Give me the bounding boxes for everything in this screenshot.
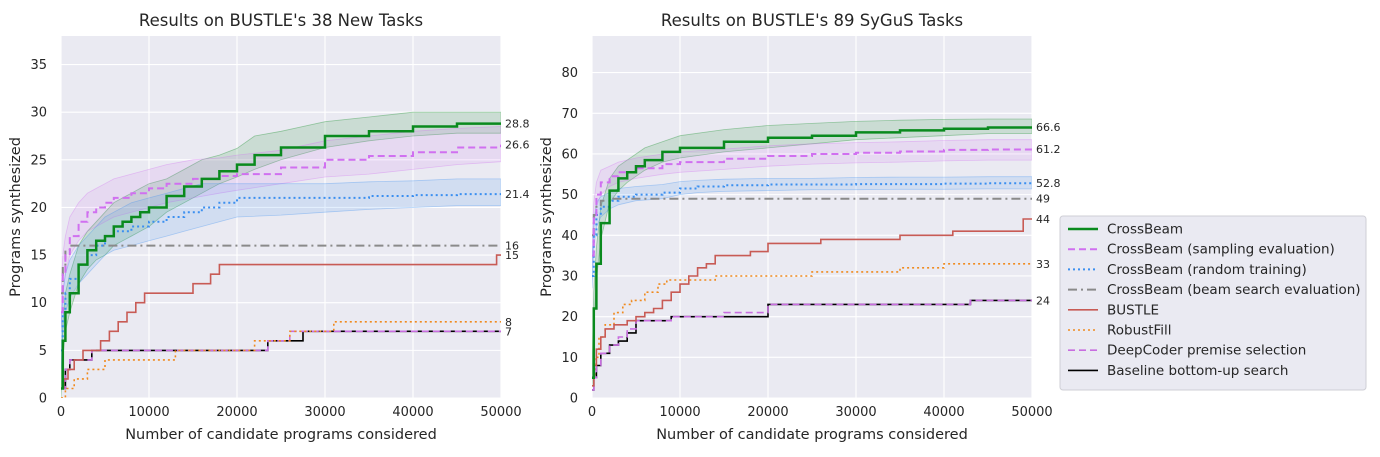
x-tick-label: 0: [588, 405, 596, 420]
x-tick-label: 40000: [392, 405, 433, 420]
y-tick-label: 0: [570, 392, 578, 407]
end-value-label: 61.2: [1036, 143, 1061, 156]
series-line: [61, 122, 501, 390]
legend-label: BUSTLE: [1107, 302, 1159, 318]
end-value-label: 7: [505, 325, 512, 338]
confidence-band: [61, 111, 501, 398]
series-line: [61, 144, 501, 314]
x-tick-label: 30000: [304, 405, 345, 420]
legend-box: [1059, 215, 1367, 391]
end-value-label: 28.8: [505, 118, 530, 131]
x-tick-label: 50000: [480, 405, 521, 420]
y-tick-label: 10: [561, 351, 578, 366]
legend-label: RobustFill: [1107, 323, 1172, 339]
y-tick-label: 70: [561, 107, 578, 122]
confidence-band: [592, 176, 1032, 289]
y-tick-label: 80: [561, 66, 578, 81]
legend-label: DeepCoder premise selection: [1107, 343, 1306, 359]
y-tick-label: 35: [30, 58, 47, 73]
legend: CrossBeam CrossBeam (sampling evaluation)…: [1059, 215, 1367, 391]
x-tick-label: 30000: [835, 405, 876, 420]
y-tick-label: 5: [39, 344, 47, 359]
x-axis-label: Number of candidate programs considered: [125, 427, 437, 443]
end-value-label: 8: [505, 316, 512, 329]
x-tick-label: 50000: [1011, 405, 1052, 420]
end-value-label: 21.4: [505, 188, 530, 201]
plot-area: [592, 36, 1032, 398]
y-tick-label: 30: [561, 269, 578, 284]
x-tick-label: 10000: [128, 405, 169, 420]
end-value-label: 49: [1036, 193, 1050, 206]
y-tick-label: 20: [30, 201, 47, 216]
series-line: [592, 218, 1032, 387]
series-layer: [61, 111, 501, 398]
y-tick-label: 60: [561, 147, 578, 162]
end-value-label: 33: [1036, 258, 1050, 271]
end-value-label: 52.8: [1036, 177, 1061, 190]
legend-label: CrossBeam (sampling evaluation): [1107, 242, 1335, 258]
end-value-label: 26.6: [505, 139, 530, 152]
end-value-label: 16: [505, 240, 519, 253]
y-tick-label: 50: [561, 188, 578, 203]
chart-title: Results on BUSTLE's 38 New Tasks: [139, 11, 423, 30]
x-axis-label: Number of candidate programs considered: [656, 427, 968, 443]
chart-left: 0 10000 20000 30000 40000 50000 0 5 10 15 20 25 30 35…: [8, 11, 530, 443]
y-tick-label: 0: [39, 392, 47, 407]
x-tick-label: 40000: [923, 405, 964, 420]
x-tick-label: 20000: [216, 405, 257, 420]
x-tick-label: 10000: [659, 405, 700, 420]
chart-right: 0 10000 20000 30000 40000 50000 0 10 20 30 40 50 60 7…: [539, 11, 1061, 443]
legend-label: CrossBeam: [1107, 222, 1183, 238]
y-tick-label: 30: [30, 106, 47, 121]
confidence-band: [592, 139, 1032, 268]
confidence-band: [592, 118, 1032, 386]
confidence-band: [61, 126, 501, 332]
y-axis-label: Programs synthesized: [8, 137, 24, 297]
series-line: [592, 182, 1032, 277]
x-tick-label: 0: [57, 405, 65, 420]
y-tick-label: 20: [561, 310, 578, 325]
chart-title: Results on BUSTLE's 89 SyGuS Tasks: [661, 11, 963, 30]
series-line: [592, 299, 1032, 391]
series-line: [592, 126, 1032, 379]
end-value-label: 24: [1036, 294, 1050, 307]
y-tick-label: 40: [561, 229, 578, 244]
y-tick-label: 25: [30, 153, 47, 168]
confidence-band: [61, 178, 501, 370]
y-tick-label: 10: [30, 296, 47, 311]
end-value-label: 15: [505, 249, 519, 262]
legend-label: CrossBeam (random training): [1107, 262, 1307, 278]
legend-label: Baseline bottom-up search: [1107, 363, 1289, 379]
x-tick-label: 20000: [747, 405, 788, 420]
y-axis-label: Programs synthesized: [539, 137, 555, 297]
end-value-label: 44: [1036, 213, 1050, 226]
legend-label: CrossBeam (beam search evaluation): [1107, 282, 1361, 298]
end-value-label: 66.6: [1036, 121, 1061, 134]
series-line: [61, 254, 501, 390]
series-layer: [592, 118, 1032, 391]
y-tick-label: 15: [30, 249, 47, 264]
series-line: [592, 148, 1032, 257]
